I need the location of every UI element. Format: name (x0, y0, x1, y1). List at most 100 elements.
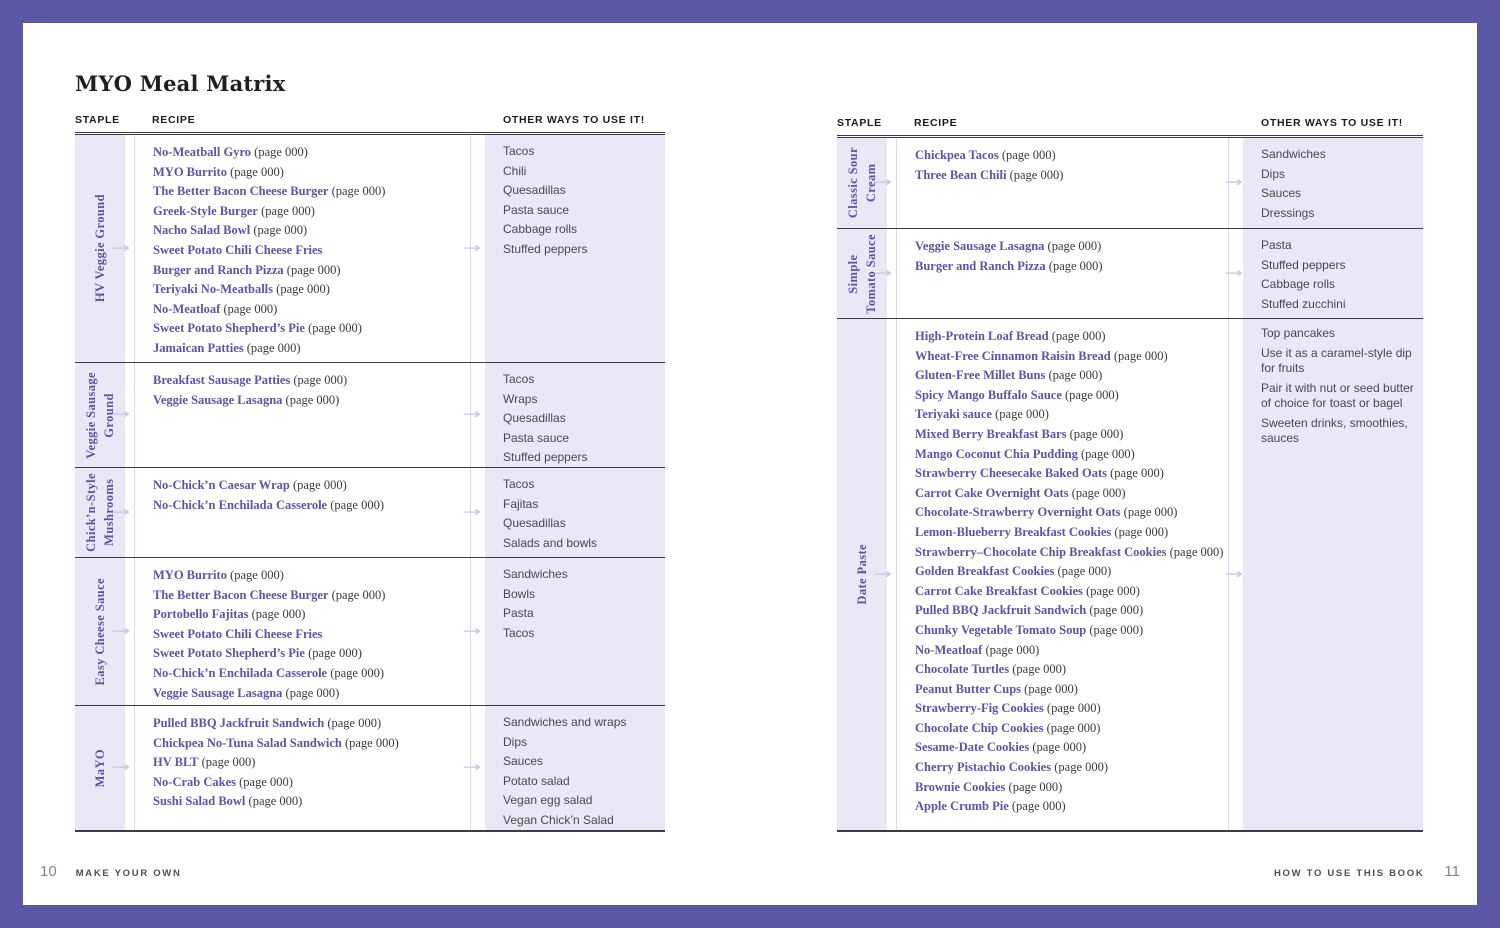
matrix-row: Classic Sour Cream Chickpea Tacos (page 0… (837, 138, 1423, 228)
recipe-item: Breakfast Sausage Patties (page 000) (153, 371, 470, 391)
recipe-item: MYO Burrito (page 000) (153, 163, 470, 183)
recipe-page-ref: (page 000) (1111, 524, 1169, 539)
other-way-item: Vegan egg salad (503, 793, 593, 808)
page-number: 10 (40, 863, 57, 880)
recipe-item: Greek-Style Burger (page 000) (153, 202, 470, 222)
recipe-list: Veggie Sausage Lasagna (page 000) Burger … (896, 229, 1229, 318)
staple-cell: Chick’n-Style Mushrooms (75, 468, 125, 557)
recipe-list: Breakfast Sausage Patties (page 000) Vegg… (134, 363, 471, 467)
arrow-right-icon: → (873, 174, 893, 191)
column-header-staple: STAPLE (75, 114, 120, 126)
staple-cell: Simple Tomato Sauce (837, 229, 887, 318)
recipe-name: Veggie Sausage Lasagna (153, 392, 283, 407)
recipe-list: MYO Burrito (page 000) The Better Bacon C… (134, 558, 471, 705)
recipe-item: Cherry Pistachio Cookies (page 000) (915, 758, 1228, 778)
arrow-right-icon: → (462, 240, 482, 257)
recipe-page-ref: (page 000) (1054, 564, 1112, 579)
right-page: STAPLE RECIPE OTHER WAYS TO USE IT! Clas… (837, 117, 1423, 832)
other-way-item: Stuffed peppers (1261, 257, 1346, 272)
recipe-item: Golden Breakfast Cookies (page 000) (915, 562, 1228, 582)
recipe-item: Chickpea Tacos (page 000) (915, 146, 1228, 166)
recipe-name: Burger and Ranch Pizza (153, 262, 284, 277)
other-way-item: Tacos (503, 144, 535, 158)
recipe-page-ref: (page 000) (1051, 760, 1109, 775)
recipe-item: Apple Crumb Pie (page 000) (915, 797, 1228, 817)
other-way-item: Dips (1261, 166, 1286, 181)
recipe-name: No-Meatball Gyro (153, 145, 252, 159)
recipe-item: Lemon-Blueberry Breakfast Cookies (page … (915, 523, 1228, 543)
recipe-item: No-Meatball Gyro (page 000) (153, 143, 470, 163)
recipe-name: Spicy Mango Buffalo Sauce (915, 387, 1062, 402)
recipe-name: Chunky Vegetable Tomato Soup (915, 622, 1087, 637)
recipe-item: Teriyaki sauce (page 000) (915, 405, 1228, 425)
recipe-page-ref: (page 000) (282, 685, 340, 700)
recipe-page-ref: (page 000) (1043, 720, 1101, 735)
recipe-list: Pulled BBQ Jackfruit Sandwich (page 000)… (134, 706, 471, 830)
other-way-item: Sauces (1261, 186, 1302, 201)
other-ways-list: Pasta Stuffed peppers Cabbage rolls Stuffed… (1243, 229, 1423, 318)
recipe-name: Cherry Pistachio Cookies (915, 760, 1052, 775)
other-way-item: Vegan Chick’n Salad (503, 812, 614, 827)
matrix-row: Simple Tomato Sauce Veggie Sausage Lasagn… (837, 228, 1423, 318)
recipe-page-ref: (page 000) (304, 321, 362, 336)
recipe-page-ref: (page 000) (341, 735, 399, 750)
other-way-item: Cabbage rolls (503, 222, 578, 237)
recipe-page-ref: (page 000) (248, 607, 306, 622)
other-way-item: Dressings (1261, 205, 1315, 220)
other-ways-list: Tacos Wraps Quesadillas Pasta sauce Stuffed … (485, 363, 665, 467)
recipe-item: Nacho Salad Bowl (page 000) (153, 221, 470, 241)
recipe-page-ref: (page 000) (991, 407, 1049, 422)
recipe-name: Chocolate-Strawberry Overnight Oats (915, 505, 1121, 520)
other-way-item: Tacos (503, 372, 535, 386)
recipe-page-ref: (page 000) (243, 340, 301, 355)
other-way-item: Pasta sauce (503, 430, 570, 445)
recipe-item: Veggie Sausage Lasagna (page 000) (153, 684, 470, 704)
header-rule (837, 135, 1423, 138)
other-way-item: Quesadillas (503, 516, 566, 531)
other-way-item: Quesadillas (503, 411, 566, 426)
meal-matrix-table-left: HV Veggie Ground No-Meatball Gyro (page 0… (75, 135, 665, 832)
recipe-name: Portobello Fajitas (153, 607, 249, 622)
recipe-item: Wheat-Free Cinnamon Raisin Bread (page 0… (915, 347, 1228, 367)
running-footer-label: HOW TO USE THIS BOOK (1273, 868, 1425, 879)
recipe-name: No-Chick’n Enchilada Casserole (153, 497, 328, 512)
running-footer-label: MAKE YOUR OWN (75, 868, 182, 879)
recipe-page-ref: (page 000) (1061, 387, 1119, 402)
recipe-name: Golden Breakfast Cookies (915, 564, 1055, 579)
recipe-name: MYO Burrito (153, 164, 227, 179)
arrow-right-icon: → (111, 240, 131, 257)
table-header-left: STAPLE RECIPE OTHER WAYS TO USE IT! (75, 114, 665, 127)
recipe-name: The Better Bacon Cheese Burger (153, 587, 329, 602)
matrix-row: HV Veggie Ground No-Meatball Gyro (page 0… (75, 135, 665, 362)
recipe-item: Mixed Berry Breakfast Bars (page 000) (915, 425, 1228, 445)
recipe-item: Burger and Ranch Pizza (page 000) (915, 257, 1228, 277)
matrix-row: Date Paste High-Protein Loaf Bread (page … (837, 318, 1423, 830)
staple-label: Easy Cheese Sauce (92, 577, 107, 686)
recipe-name: Chocolate Turtles (915, 662, 1010, 677)
recipe-name: Mango Coconut Chia Pudding (915, 446, 1078, 461)
other-way-item: Pasta sauce (503, 202, 570, 217)
recipe-name: MYO Burrito (153, 568, 227, 582)
recipe-page-ref: (page 000) (282, 392, 340, 407)
recipe-page-ref: (page 000) (327, 665, 385, 680)
recipe-page-ref: (page 000) (1120, 505, 1178, 520)
recipe-page-ref: (page 000) (226, 164, 284, 179)
recipe-name: No-Chick’n Enchilada Casserole (153, 665, 328, 680)
recipe-page-ref: (page 000) (1082, 583, 1140, 598)
other-way-item: Bowls (503, 586, 536, 601)
recipe-name: No-Chick’n Caesar Wrap (153, 478, 290, 492)
recipe-item: Pulled BBQ Jackfruit Sandwich (page 000) (915, 601, 1228, 621)
recipe-name: Jamaican Patties (153, 340, 244, 355)
other-way-item: Sandwiches and wraps (503, 715, 627, 729)
recipe-page-ref: (page 000) (1029, 740, 1087, 755)
recipe-item: Chunky Vegetable Tomato Soup (page 000) (915, 621, 1228, 641)
header-gap (125, 114, 134, 127)
staple-cell: Date Paste (837, 319, 887, 830)
other-way-item: Pair it with nut or seed butter of choic… (1261, 381, 1414, 410)
recipe-name: Sushi Salad Bowl (153, 794, 246, 809)
other-way-item: Dips (503, 734, 528, 749)
header-gap (1229, 117, 1243, 130)
recipe-name: Teriyaki No-Meatballs (153, 282, 274, 297)
recipe-page-ref: (page 000) (1043, 701, 1101, 716)
matrix-row: Chick’n-Style Mushrooms No-Chick’n Caesar… (75, 467, 665, 557)
